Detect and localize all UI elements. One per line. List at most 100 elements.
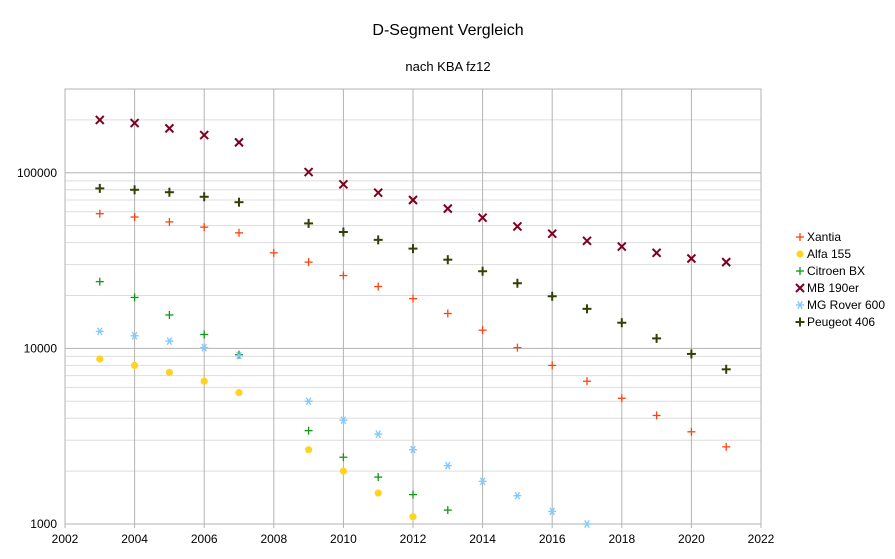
x-tick-label: 2004 bbox=[121, 532, 148, 546]
grid-layer bbox=[64, 89, 762, 525]
data-point bbox=[235, 389, 243, 397]
legend-item: Peugeot 406 bbox=[795, 315, 875, 329]
data-point bbox=[443, 461, 452, 470]
data-point bbox=[95, 115, 105, 125]
legend-label: MG Rover 600 bbox=[807, 298, 885, 312]
series-xantia bbox=[95, 209, 731, 451]
legend-item: MB 190er bbox=[795, 281, 859, 295]
series-citroen-bx bbox=[95, 277, 452, 515]
data-point bbox=[478, 326, 487, 335]
data-point bbox=[304, 397, 313, 406]
x-tick-label: 2006 bbox=[191, 532, 218, 546]
data-point bbox=[409, 294, 417, 303]
data-point bbox=[374, 282, 383, 291]
data-point bbox=[338, 227, 348, 237]
legend-marker bbox=[796, 250, 804, 258]
data-point bbox=[687, 427, 696, 436]
data-point bbox=[617, 241, 627, 252]
data-point bbox=[129, 118, 140, 128]
data-point bbox=[409, 513, 417, 521]
data-point bbox=[95, 327, 104, 336]
data-point bbox=[164, 187, 174, 197]
data-point bbox=[130, 293, 139, 302]
data-point bbox=[652, 411, 661, 420]
data-point bbox=[269, 248, 278, 257]
points-layer bbox=[95, 115, 731, 528]
legend-marker bbox=[796, 233, 804, 241]
data-point bbox=[478, 266, 488, 276]
data-point bbox=[130, 213, 139, 222]
x-tick-label: 2002 bbox=[52, 532, 79, 546]
legend: Xantia Alfa 155 Citroen BX MB 190er MG Rover… bbox=[795, 230, 885, 329]
data-point bbox=[200, 343, 209, 352]
axis-layer: 1000 10000 100000 2002 2004 2006 2008 2010 2012 2… bbox=[17, 88, 775, 546]
data-point bbox=[303, 167, 314, 177]
x-tick-label: 2018 bbox=[608, 532, 635, 546]
data-point bbox=[548, 507, 557, 516]
data-point bbox=[478, 477, 487, 486]
data-point bbox=[512, 221, 523, 232]
legend-marker bbox=[796, 301, 804, 309]
data-point bbox=[96, 355, 104, 363]
y-tick-label: 100000 bbox=[17, 166, 57, 180]
legend-label: Citroen BX bbox=[807, 264, 865, 278]
data-point bbox=[721, 364, 731, 374]
data-point bbox=[165, 217, 174, 226]
legend-label: Xantia bbox=[807, 230, 841, 244]
y-tick-label: 10000 bbox=[24, 341, 58, 355]
data-point bbox=[582, 236, 592, 246]
legend-label: MB 190er bbox=[807, 281, 859, 295]
data-point bbox=[477, 212, 488, 223]
x-tick-label: 2014 bbox=[469, 532, 496, 546]
data-point bbox=[443, 255, 453, 265]
data-point bbox=[304, 218, 314, 228]
data-point bbox=[374, 430, 383, 439]
legend-label: Peugeot 406 bbox=[807, 315, 875, 329]
data-point bbox=[652, 333, 662, 343]
data-point bbox=[408, 195, 418, 205]
data-point bbox=[339, 416, 348, 425]
data-point bbox=[131, 361, 139, 370]
data-point bbox=[200, 377, 208, 385]
data-point bbox=[547, 228, 557, 239]
data-point bbox=[443, 309, 452, 318]
data-point bbox=[512, 278, 522, 288]
x-tick-label: 2016 bbox=[539, 532, 566, 546]
data-point bbox=[95, 277, 104, 286]
series-peugeot-406 bbox=[95, 183, 731, 374]
legend-marker bbox=[796, 267, 804, 275]
data-point bbox=[165, 368, 173, 376]
y-tick-label: 1000 bbox=[30, 517, 57, 531]
data-point bbox=[374, 473, 383, 482]
data-point bbox=[199, 130, 209, 140]
data-point bbox=[304, 258, 313, 267]
legend-item: Citroen BX bbox=[796, 264, 865, 278]
data-point bbox=[199, 192, 209, 202]
data-point bbox=[686, 253, 697, 264]
x-tick-label: 2022 bbox=[748, 532, 775, 546]
series-mg-rover-600 bbox=[95, 327, 591, 528]
data-point bbox=[722, 442, 731, 451]
data-point bbox=[164, 123, 175, 134]
chart-title: D-Segment Vergleich bbox=[372, 22, 523, 39]
data-point bbox=[651, 248, 662, 258]
chart-subtitle: nach KBA fz12 bbox=[405, 59, 490, 74]
plot-area-border bbox=[64, 88, 762, 525]
data-point bbox=[547, 291, 557, 301]
data-point bbox=[339, 453, 348, 462]
data-point bbox=[200, 223, 209, 232]
data-point bbox=[582, 304, 592, 314]
data-point bbox=[304, 426, 313, 435]
data-point bbox=[583, 377, 591, 386]
legend-label: Alfa 155 bbox=[807, 247, 851, 261]
x-tick-label: 2012 bbox=[400, 532, 427, 546]
data-point bbox=[443, 203, 453, 214]
data-point bbox=[95, 183, 105, 193]
data-point bbox=[548, 361, 557, 370]
data-point bbox=[617, 318, 627, 328]
data-point bbox=[339, 271, 348, 280]
legend-item: Alfa 155 bbox=[796, 247, 851, 261]
data-point bbox=[373, 188, 383, 198]
data-point bbox=[165, 337, 174, 346]
data-point bbox=[583, 520, 591, 528]
